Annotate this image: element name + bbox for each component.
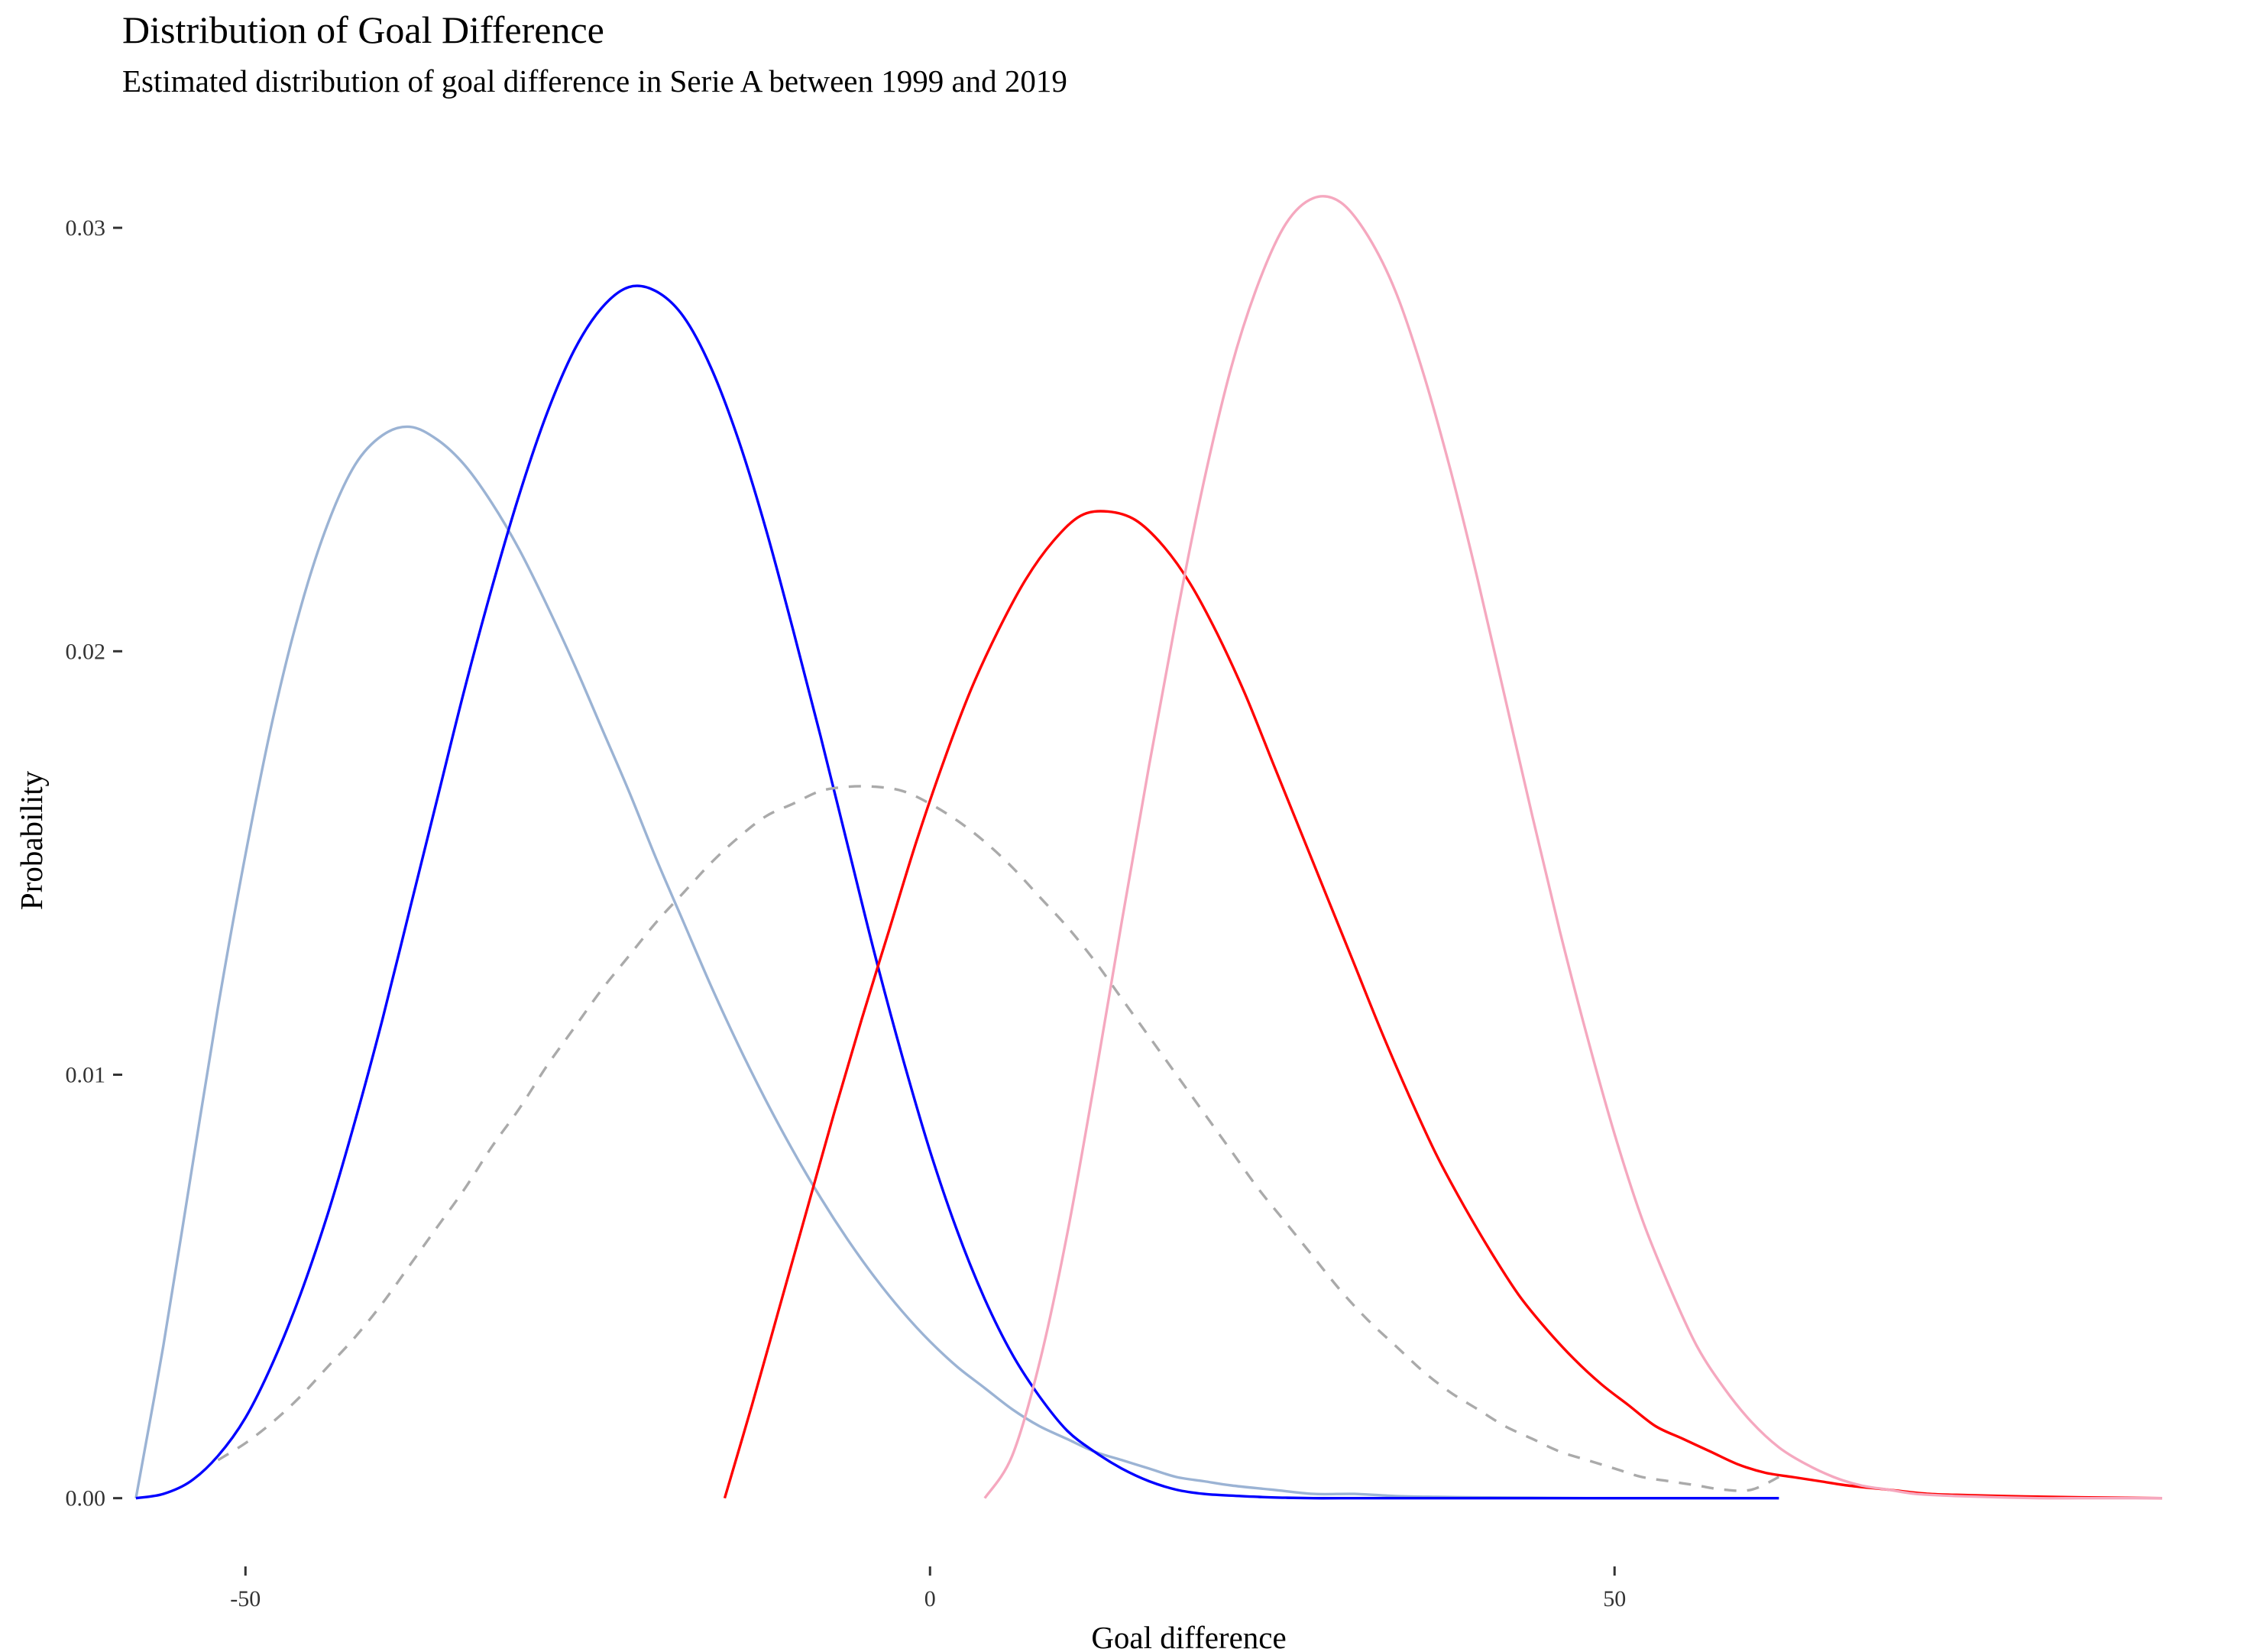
y-tick-label: 0.02 <box>66 639 106 664</box>
y-tick-label: 0.01 <box>66 1062 106 1087</box>
x-axis-title: Goal difference <box>1091 1620 1286 1652</box>
x-tick-label: 50 <box>1603 1586 1626 1612</box>
series-line-0 <box>134 425 1779 1500</box>
y-tick-label: 0.00 <box>66 1486 106 1511</box>
x-tick-label: -50 <box>230 1586 261 1612</box>
series-line-2 <box>217 785 1780 1492</box>
series-line-1 <box>135 284 1779 1500</box>
chart-title: Distribution of Goal Difference <box>122 8 604 51</box>
series-layer <box>134 195 2163 1500</box>
x-tick-label: 0 <box>924 1586 936 1612</box>
series-line-3 <box>723 510 2163 1500</box>
chart-subtitle: Estimated distribution of goal differenc… <box>122 63 1067 99</box>
y-axis-title: Probability <box>14 770 49 910</box>
y-tick-label: 0.03 <box>66 215 106 241</box>
x-axis: -50 0 50 <box>230 1566 1626 1612</box>
y-axis: 0.00 0.01 0.02 0.03 <box>66 215 122 1511</box>
series-line-4 <box>983 195 2162 1500</box>
